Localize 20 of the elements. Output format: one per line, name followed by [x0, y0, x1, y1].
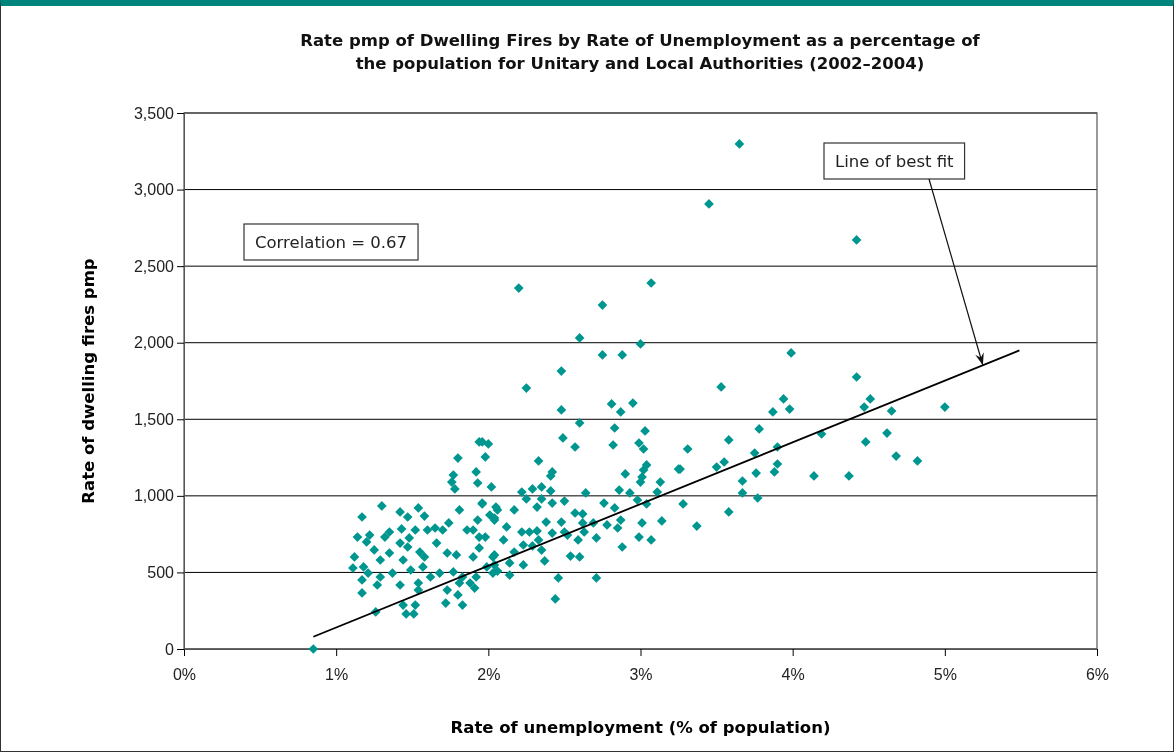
x-tick-label: 2% — [477, 665, 501, 683]
y-tick-label: 2,000 — [133, 334, 175, 352]
y-tick-label: 3,500 — [133, 104, 175, 122]
y-tick-label: 500 — [147, 564, 175, 582]
y-tick-label: 2,500 — [133, 257, 175, 275]
x-tick-label: 0% — [172, 665, 197, 683]
y-axis-title: Rate of dwelling fires pmp — [79, 258, 98, 504]
y-tick-label: 1,500 — [133, 410, 175, 428]
y-tick-label: 3,000 — [133, 181, 175, 199]
x-tick-label: 4% — [781, 665, 805, 683]
annotation: Line of best fit — [835, 152, 955, 171]
y-tick-label: 1,000 — [133, 487, 175, 505]
x-tick-label: 3% — [629, 665, 653, 683]
x-tick-label: 5% — [933, 665, 957, 683]
x-axis-title: Rate of unemployment (% of population) — [450, 718, 831, 737]
y-tick-label: 0 — [165, 640, 175, 658]
annotation: Correlation = 0.67 — [255, 233, 408, 252]
x-tick-label: 6% — [1085, 665, 1110, 683]
x-tick-label: 1% — [325, 665, 349, 683]
chart-title: Rate pmp of Dwelling Fires by Rate of Unemployment as a percentage of the population for Unitary and Local Authorities (2002–2004) — [300, 31, 981, 73]
